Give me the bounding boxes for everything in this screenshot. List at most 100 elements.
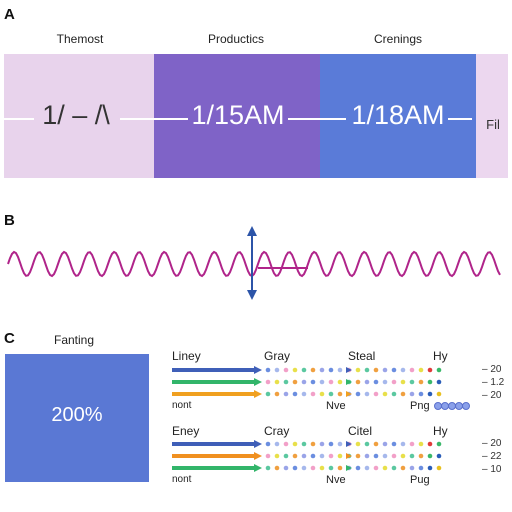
group2-dot <box>283 453 289 459</box>
band-2-value: 1/15AM <box>191 100 285 130</box>
group1-dot <box>355 367 361 373</box>
group2-dot <box>265 465 271 471</box>
group1-dot <box>283 367 289 373</box>
band-1-line-left <box>4 118 34 120</box>
group1-arrowhead-2 <box>254 390 262 398</box>
group1-dot <box>337 391 343 397</box>
group2-dot <box>337 453 343 459</box>
group2-dot <box>436 465 442 471</box>
group2-dot <box>274 465 280 471</box>
group1-footer-1: nont <box>172 400 192 411</box>
group1-arrowhead-1 <box>254 378 262 386</box>
group1-dot <box>400 391 406 397</box>
group1-dot <box>373 391 379 397</box>
group1-dot <box>283 391 289 397</box>
column-header-1: Themost <box>56 32 104 46</box>
group2-dot <box>265 441 271 447</box>
group2-dot <box>274 453 280 459</box>
group1-dot <box>373 367 379 373</box>
box-title: Fanting <box>54 333 95 347</box>
band-3-line-right <box>448 118 472 120</box>
group2-footer-1: nont <box>172 474 192 485</box>
group2-dot <box>355 441 361 447</box>
arrow-down-icon <box>247 290 257 300</box>
group1-mid-arrowhead-0 <box>346 367 352 373</box>
group2-dot <box>328 465 334 471</box>
group1-header-3: Steal <box>348 349 376 363</box>
group2-dot <box>310 441 316 447</box>
group1-dot <box>409 391 415 397</box>
group2-header-4: Hy <box>433 424 448 438</box>
group2-dot <box>292 453 298 459</box>
group1-dot <box>382 391 388 397</box>
group1-arrowhead-0 <box>254 366 262 374</box>
group1-dot <box>292 379 298 385</box>
group1-dot <box>427 379 433 385</box>
group2-header-1: Eney <box>172 424 200 438</box>
group1-dot <box>418 367 424 373</box>
group1-dot <box>355 391 361 397</box>
group2-dot <box>301 453 307 459</box>
group2-mid-arrowhead-0 <box>346 441 352 447</box>
group1-dot <box>364 367 370 373</box>
group2-dot <box>319 441 325 447</box>
group1-dot <box>319 367 325 373</box>
group1-dot <box>310 367 316 373</box>
group1-dot <box>292 391 298 397</box>
group1-dot <box>265 379 271 385</box>
panel-b-letter: B <box>4 212 15 229</box>
group1-dot <box>265 391 271 397</box>
group2-dot <box>400 465 406 471</box>
group2-dot <box>382 441 388 447</box>
group2-footer-2: Nve <box>326 474 346 486</box>
group2-dot <box>337 465 343 471</box>
group1-value-2: – 1.2 <box>482 377 505 388</box>
group1-value-1: – 20 <box>482 364 502 375</box>
column-header-3: Crenings <box>373 32 423 46</box>
group1-header-4: Hy <box>433 349 448 363</box>
group1-dot <box>310 391 316 397</box>
group2-dot <box>283 441 289 447</box>
group2-dot <box>418 441 424 447</box>
group1-dot <box>355 379 361 385</box>
band-2 <box>154 54 320 178</box>
column-header-2: Productics <box>207 32 265 46</box>
group2-dot <box>364 453 370 459</box>
group1-dot <box>319 391 325 397</box>
group2-dot <box>328 453 334 459</box>
group1-dot <box>301 367 307 373</box>
group1-dot <box>427 391 433 397</box>
group2-dot <box>382 465 388 471</box>
group2-dot <box>373 441 379 447</box>
capsule-dot <box>448 402 456 410</box>
group2-dot <box>400 441 406 447</box>
group2-value-3: – 10 <box>482 464 502 475</box>
group2-dot <box>436 453 442 459</box>
group2-dot <box>436 441 442 447</box>
group1-dot <box>301 379 307 385</box>
group1-dot <box>301 391 307 397</box>
sine-wave <box>7 250 501 278</box>
capsule-dot <box>462 402 470 410</box>
group2-dot <box>418 453 424 459</box>
band-4 <box>476 54 508 178</box>
capsule-dot <box>441 402 449 410</box>
group2-dot <box>373 453 379 459</box>
group2-dot <box>274 441 280 447</box>
panel-a-letter: A <box>4 6 15 23</box>
group1-dot <box>292 367 298 373</box>
group1-dot <box>391 367 397 373</box>
group2-dot <box>409 453 415 459</box>
group2-mid-arrowhead-2 <box>346 465 352 471</box>
band-3 <box>320 54 476 178</box>
group2-arrowhead-0 <box>254 440 262 448</box>
group1-footer-2: Nve <box>326 400 346 412</box>
group1-dot <box>382 367 388 373</box>
group1-dot <box>409 379 415 385</box>
group2-header-2: Cray <box>264 424 290 438</box>
group2-dot <box>310 453 316 459</box>
group1-dot <box>391 391 397 397</box>
group2-dot <box>400 453 406 459</box>
group1-dot <box>274 391 280 397</box>
